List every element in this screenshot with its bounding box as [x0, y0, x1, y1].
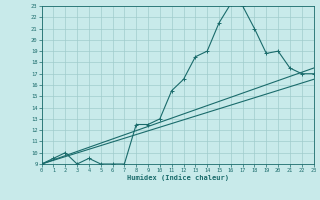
X-axis label: Humidex (Indice chaleur): Humidex (Indice chaleur) [127, 175, 228, 181]
